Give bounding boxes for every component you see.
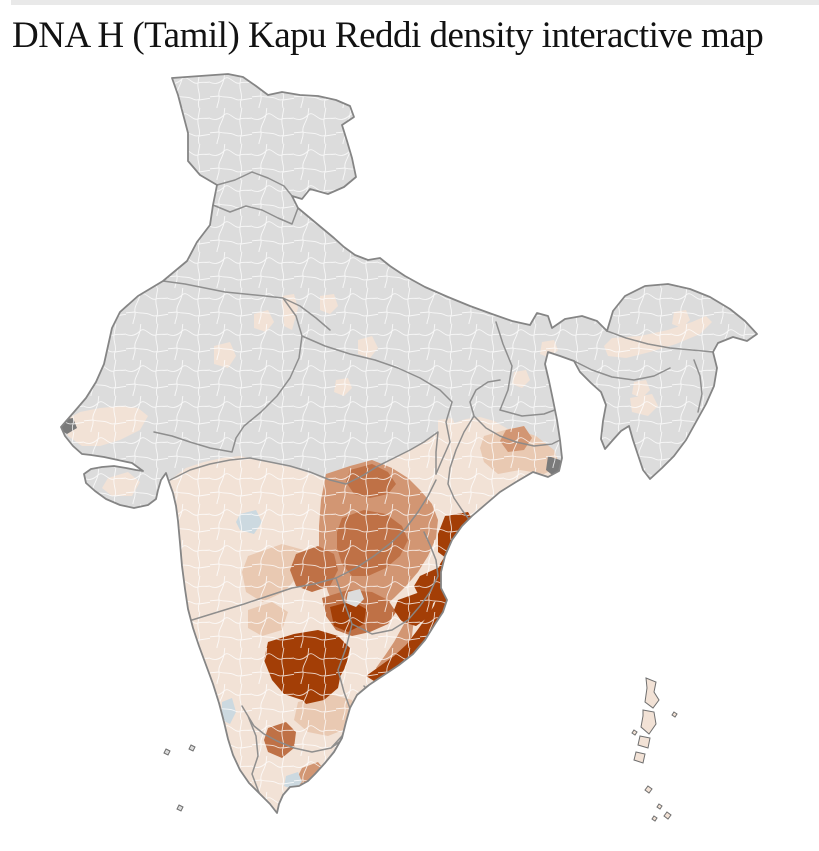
region-lakshadweep[interactable]: Lakshadweep bbox=[163, 744, 196, 812]
india-outline bbox=[60, 73, 758, 814]
top-divider bbox=[11, 0, 819, 5]
state-border-east bbox=[435, 379, 579, 519]
state-border-west bbox=[169, 431, 439, 621]
state-border-south bbox=[241, 531, 439, 803]
state-border-northeast bbox=[573, 330, 714, 442]
region-sundarbans[interactable]: Sundarbans bbox=[604, 466, 627, 487]
region-andaman-nicobar[interactable]: Andaman and Nicobar Islands bbox=[631, 677, 678, 822]
district-grid-overlay bbox=[61, 74, 757, 813]
page-title: DNA H (Tamil) Kapu Reddi density interac… bbox=[12, 15, 764, 56]
